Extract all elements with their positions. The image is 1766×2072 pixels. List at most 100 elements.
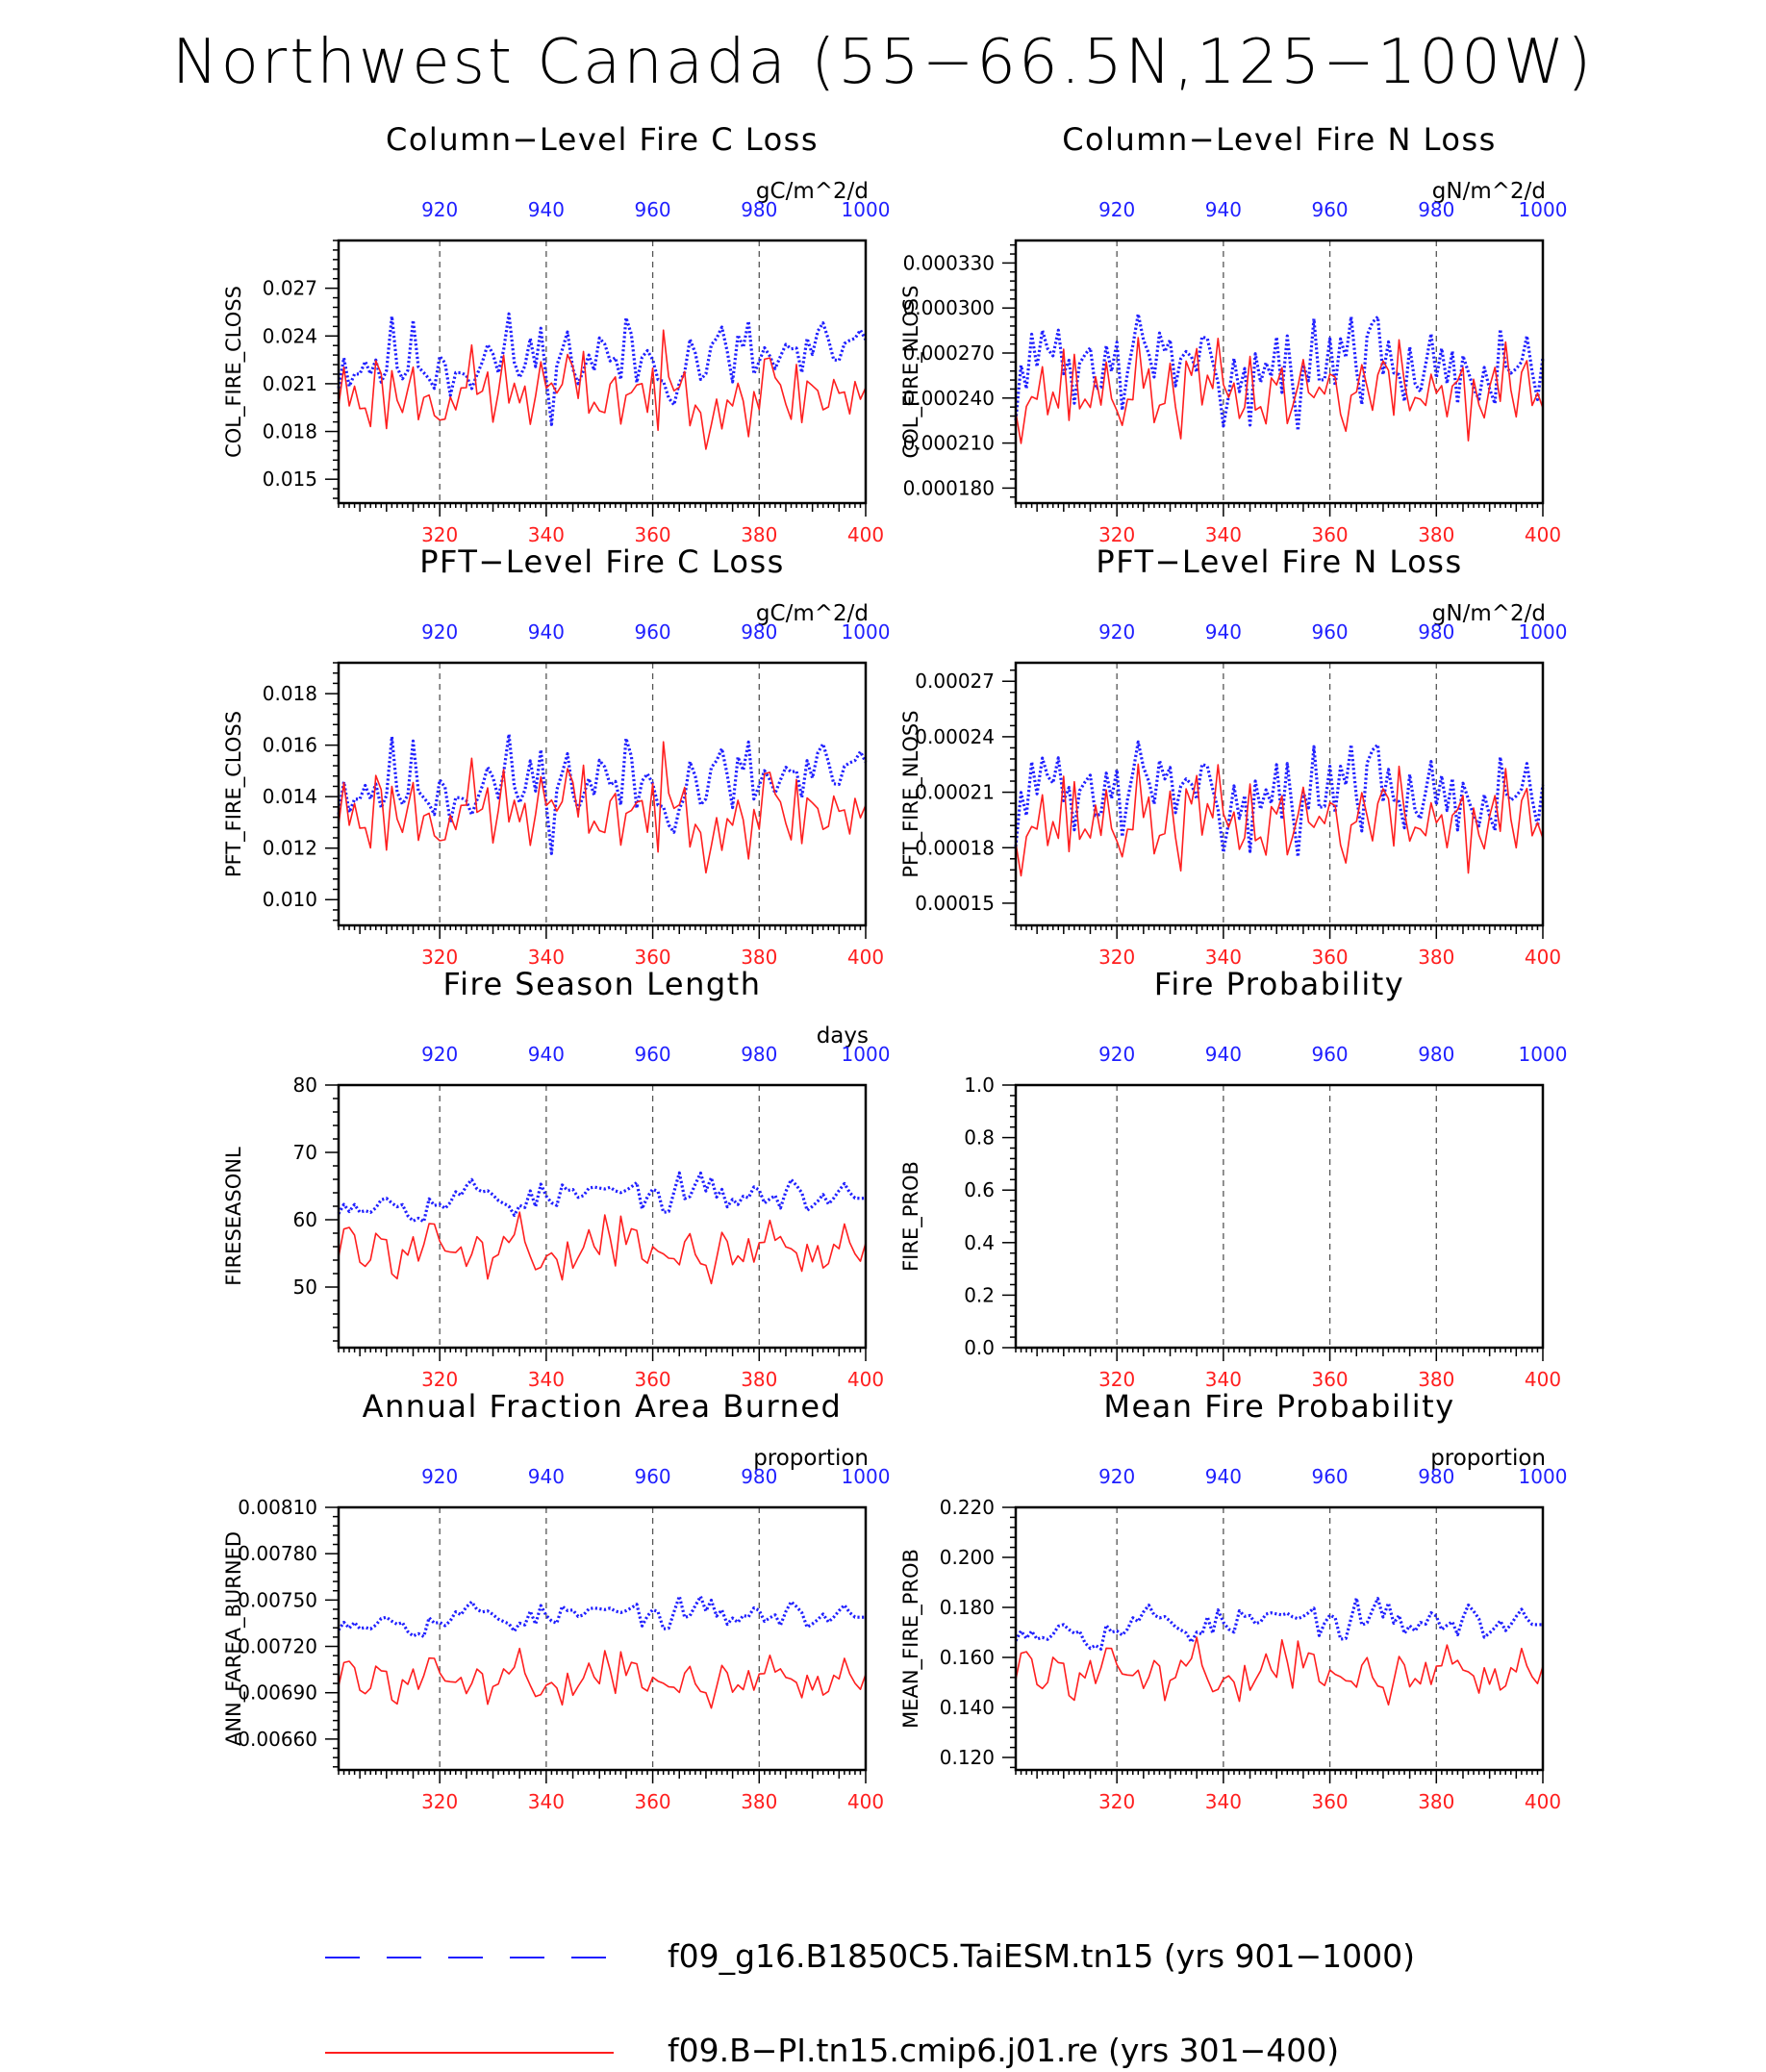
units-label: gN/m^2/d [1432,179,1546,204]
x-tick-label-bottom: 320 [421,523,458,546]
y-tick-label: 50 [293,1276,317,1299]
plot-frame [337,661,868,927]
y-tick-label: 0.000300 [903,296,995,319]
y-tick-label: 0.00720 [238,1635,317,1658]
series-line-a [337,1594,867,1639]
x-tick-label-bottom: 400 [847,1368,884,1391]
x-tick-label-top: 920 [421,1465,458,1488]
y-tick-label: 0.024 [263,324,317,347]
x-tick-label-top: 920 [421,198,458,221]
series-line-b [1015,1636,1544,1706]
y-tick-label: 0.00018 [915,836,995,859]
y-tick-label: 0.000330 [903,251,995,274]
x-tick-label-bottom: 360 [1311,1368,1348,1391]
x-tick-label-bottom: 400 [1525,523,1561,546]
plot-frame [337,1505,868,1772]
x-tick-label-top: 1000 [842,198,891,221]
legend-solid-line [325,2052,614,2054]
x-tick-label-top: 960 [634,198,670,221]
y-axis-label: FIRESEASONL [222,1147,245,1286]
x-tick-label-bottom: 380 [741,1790,777,1813]
x-tick-label-top: 940 [1205,198,1242,221]
x-tick-label-bottom: 320 [421,946,458,969]
x-tick-label-bottom: 340 [1205,946,1242,969]
y-tick-label: 0.00750 [238,1588,317,1611]
panel-title: Annual Fraction Area Burned [363,1388,843,1425]
units-label: gC/m^2/d [756,179,869,204]
y-tick-label: 0.140 [940,1696,995,1719]
x-tick-label-top: 960 [634,1465,670,1488]
y-tick-label: 0.021 [263,372,317,395]
y-tick-label: 0.160 [940,1646,995,1669]
x-tick-label-bottom: 340 [1205,1368,1242,1391]
y-tick-label: 0.8 [964,1126,995,1150]
y-tick-label: 0.4 [964,1231,995,1254]
x-tick-label-top: 940 [528,1465,565,1488]
plot-frame [1014,1083,1545,1350]
x-tick-label-top: 940 [1205,620,1242,644]
page-title: Northwest Canada (55−66.5N,125−100W) [171,27,1595,98]
plot-frame [1014,1505,1545,1772]
x-tick-label-bottom: 380 [741,1368,777,1391]
x-tick-label-top: 960 [1311,1043,1348,1066]
x-tick-label-top: 980 [1418,198,1454,221]
y-axis-label: FIRE_PROB [899,1161,923,1272]
x-tick-label-top: 960 [1311,1465,1348,1488]
y-axis-label: MEAN_FIRE_PROB [899,1549,923,1729]
x-tick-label-top: 920 [1098,1465,1135,1488]
x-tick-label-top: 1000 [1519,1043,1568,1066]
y-tick-label: 0.000270 [903,341,995,365]
panel-title: PFT−Level Fire C Loss [419,543,785,580]
y-tick-label: 0.014 [263,785,317,808]
x-tick-label-top: 1000 [1519,1465,1568,1488]
x-tick-label-bottom: 360 [634,1790,670,1813]
y-tick-label: 0.000180 [903,476,995,499]
y-tick-label: 0.00021 [915,781,995,804]
y-tick-label: 1.0 [964,1074,995,1097]
x-tick-label-top: 980 [1418,1465,1454,1488]
x-tick-label-top: 1000 [1519,620,1568,644]
series-line-a [1014,1596,1544,1651]
y-tick-label: 80 [293,1074,317,1097]
plot-frame [1014,661,1545,927]
series-line-b [1015,337,1544,444]
x-tick-label-bottom: 340 [1205,523,1242,546]
x-tick-label-top: 980 [741,198,777,221]
x-tick-label-bottom: 360 [1311,946,1348,969]
x-tick-label-bottom: 380 [1418,946,1454,969]
y-tick-label: 0.018 [263,682,317,705]
x-tick-label-top: 960 [1311,198,1348,221]
series-line-b [338,1647,867,1709]
y-tick-label: 0.000240 [903,387,995,410]
y-tick-label: 0.120 [940,1746,995,1769]
y-axis-label: PFT_FIRE_NLOSS [899,710,923,877]
panel-title: Mean Fire Probability [1103,1388,1454,1425]
panel-title: Column−Level Fire C Loss [386,121,819,158]
series-line-a [337,732,868,855]
x-tick-label-top: 940 [1205,1465,1242,1488]
panel-title: Fire Probability [1154,966,1404,1002]
x-tick-label-bottom: 400 [847,1790,884,1813]
x-tick-label-bottom: 340 [528,523,565,546]
plot-frame [337,239,868,505]
y-tick-label: 0.00660 [238,1728,317,1751]
x-tick-label-bottom: 380 [1418,523,1454,546]
y-axis-label: COL_FIRE_CLOSS [222,286,246,458]
series-line-b [338,329,867,450]
series-line-a [1014,312,1545,433]
x-tick-label-top: 940 [1205,1043,1242,1066]
y-tick-label: 0.00780 [238,1542,317,1565]
y-tick-label: 0.00810 [238,1496,317,1519]
y-axis-label: PFT_FIRE_CLOSS [222,711,246,877]
x-tick-label-top: 1000 [842,620,891,644]
x-tick-label-bottom: 320 [421,1368,458,1391]
y-tick-label: 0.200 [940,1546,995,1569]
y-tick-label: 0.00024 [915,725,995,748]
x-tick-label-bottom: 400 [847,946,884,969]
y-tick-label: 70 [293,1141,317,1164]
x-tick-label-bottom: 360 [1311,1790,1348,1813]
x-tick-label-bottom: 400 [847,523,884,546]
x-tick-label-top: 1000 [1519,198,1568,221]
x-tick-label-top: 980 [741,1043,777,1066]
